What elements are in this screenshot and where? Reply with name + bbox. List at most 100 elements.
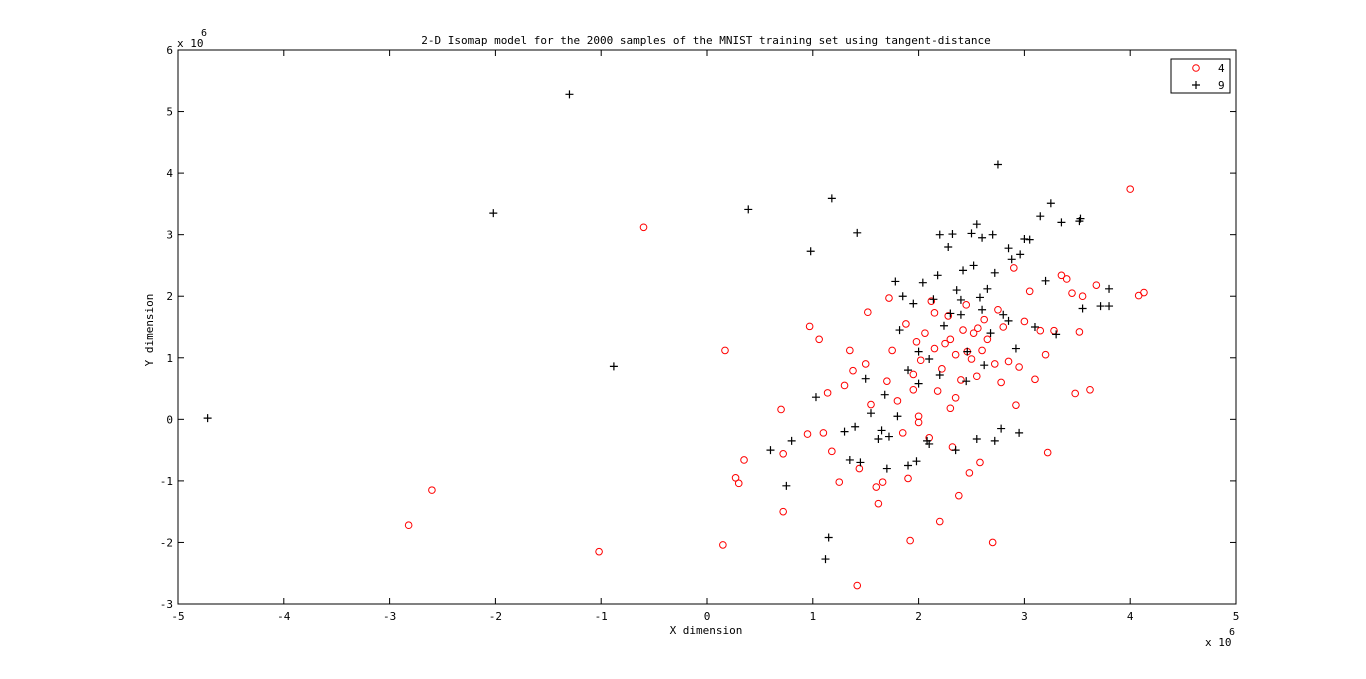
data-point-plus	[766, 446, 775, 455]
y-tick-label: 2	[166, 290, 173, 303]
data-point-circle	[946, 335, 955, 344]
y-tick-label: 4	[166, 167, 173, 180]
series-4	[404, 185, 1148, 590]
data-point-circle	[639, 223, 648, 232]
x-multiplier-exponent: 6	[1229, 627, 1235, 638]
data-point-circle	[872, 483, 881, 491]
data-point-plus	[914, 347, 923, 356]
data-point-circle	[849, 366, 857, 375]
x-tick-label: 4	[1127, 610, 1134, 623]
data-point-circle	[779, 507, 787, 516]
x-tick-label: 5	[1233, 610, 1240, 623]
data-point-plus	[997, 424, 1006, 433]
data-point-circle	[951, 393, 960, 402]
y-multiplier-exponent: 6	[201, 28, 207, 39]
data-point-circle	[994, 305, 1002, 314]
data-point-circle	[885, 294, 893, 302]
data-point-plus	[967, 229, 976, 238]
data-point-circle	[988, 538, 997, 547]
series-9	[203, 90, 1114, 564]
data-point-circle	[803, 430, 812, 438]
data-point-circle	[1004, 357, 1013, 366]
data-point-circle	[946, 404, 955, 413]
data-point-circle	[921, 329, 929, 337]
data-point-circle	[1086, 385, 1094, 394]
data-point-plus	[972, 220, 981, 229]
data-point-plus	[999, 310, 1008, 319]
x-tick-label: -1	[595, 610, 608, 623]
data-point-plus	[963, 347, 972, 356]
data-point-plus	[978, 233, 987, 242]
data-point-circle	[916, 356, 925, 365]
y-multiplier-base: x 10	[177, 37, 204, 50]
data-point-circle	[1068, 289, 1076, 297]
data-point-circle	[990, 360, 999, 368]
data-point-plus	[972, 435, 981, 444]
data-point-plus	[609, 362, 618, 371]
data-point-circle	[944, 312, 953, 320]
data-point-circle	[1036, 326, 1045, 335]
data-point-plus	[993, 160, 1002, 169]
data-point-circle	[828, 447, 836, 456]
data-point-circle	[846, 346, 854, 355]
y-axis-label: Y dimension	[143, 294, 156, 367]
data-point-circle	[914, 418, 923, 427]
data-point-plus	[975, 293, 984, 302]
data-point-circle	[930, 344, 939, 353]
data-point-plus	[909, 299, 918, 308]
data-point-circle	[974, 324, 982, 333]
data-point-circle	[867, 400, 875, 409]
data-point-plus	[944, 242, 953, 251]
data-point-circle	[823, 389, 832, 397]
y-tick-label: 3	[166, 229, 173, 242]
y-tick-label: 0	[166, 413, 173, 426]
data-point-circle	[983, 335, 992, 344]
data-point-plus	[935, 371, 944, 380]
data-point-circle	[997, 378, 1005, 387]
data-point-circle	[898, 429, 907, 437]
data-point-circle	[927, 297, 936, 305]
x-axis-label: X dimension	[670, 624, 743, 637]
data-point-circle	[1031, 375, 1039, 384]
data-point-plus	[983, 284, 992, 293]
data-point-circle	[777, 405, 785, 414]
data-point-circle	[1015, 363, 1023, 371]
data-point-circle	[740, 456, 748, 464]
x-multiplier-base: x 10	[1205, 636, 1232, 649]
y-tick-label: -3	[160, 598, 173, 611]
data-point-plus	[806, 247, 815, 256]
data-point-plus	[744, 205, 753, 214]
data-point-plus	[845, 455, 854, 464]
data-point-circle	[819, 429, 828, 437]
y-tick-label: 5	[166, 106, 173, 119]
data-point-circle	[938, 365, 946, 373]
data-point-plus	[824, 533, 833, 542]
data-point-circle	[972, 372, 981, 381]
data-point-circle	[864, 308, 872, 317]
data-point-plus	[986, 329, 995, 338]
x-axis-ticks: -5 -4 -3 -2 -1 0 1 2 3 4 5	[171, 50, 1239, 623]
legend-marker-plus	[1192, 81, 1200, 89]
x-tick-label: -4	[277, 610, 291, 623]
data-point-circle	[734, 479, 743, 488]
data-point-plus	[1046, 199, 1055, 208]
data-point-plus	[851, 422, 860, 431]
data-point-plus	[969, 261, 978, 270]
data-point-plus	[912, 457, 921, 466]
data-point-plus	[929, 295, 938, 304]
data-point-circle	[941, 339, 949, 348]
data-point-circle	[855, 464, 864, 473]
data-point-circle	[1041, 350, 1050, 359]
data-point-plus	[948, 230, 957, 239]
data-point-circle	[957, 376, 965, 384]
x-tick-label: 3	[1021, 610, 1028, 623]
data-point-plus	[565, 90, 574, 99]
x-axis-multiplier: x 10 6	[1205, 627, 1235, 649]
data-point-circle	[805, 322, 814, 331]
data-point-plus	[962, 377, 971, 386]
data-point-circle	[861, 360, 870, 368]
y-axis-multiplier: x 10 6	[177, 28, 207, 50]
data-point-plus	[489, 209, 498, 218]
data-point-circle	[1020, 317, 1029, 326]
